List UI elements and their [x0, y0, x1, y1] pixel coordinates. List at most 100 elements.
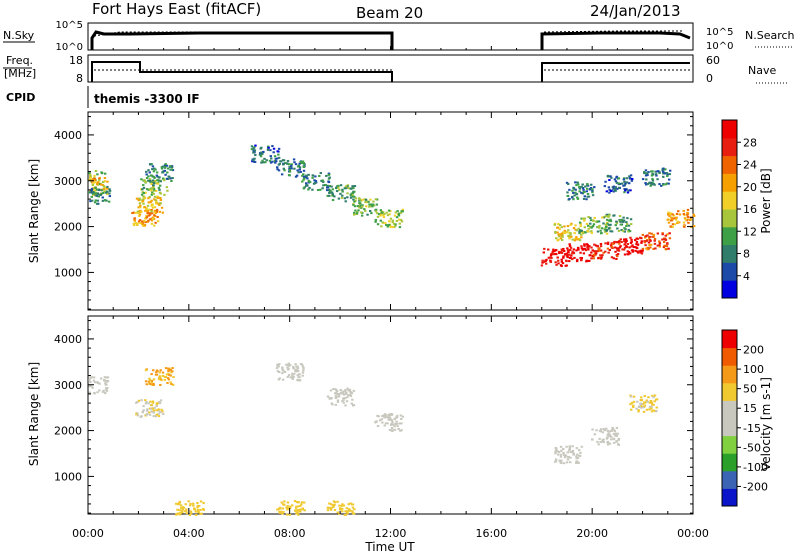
- data-cell: [569, 456, 572, 459]
- data-cell: [601, 216, 604, 219]
- data-cell: [159, 399, 163, 402]
- data-cell: [575, 457, 578, 460]
- data-cell: [142, 195, 145, 198]
- data-cell: [556, 256, 559, 259]
- data-cell: [597, 226, 600, 229]
- data-cell: [555, 249, 558, 252]
- data-cell: [560, 459, 563, 462]
- data-cell: [394, 223, 397, 226]
- data-cell: [152, 415, 155, 418]
- data-cell: [305, 176, 308, 179]
- data-cell: [288, 168, 292, 171]
- data-cell: [351, 192, 355, 195]
- data-cell: [386, 225, 389, 228]
- data-cell: [559, 453, 563, 456]
- data-cell: [554, 450, 557, 453]
- data-cell: [290, 163, 293, 166]
- data-cell: [294, 368, 297, 371]
- data-cell: [649, 400, 653, 403]
- data-cell: [562, 256, 565, 259]
- data-cell: [646, 182, 650, 185]
- data-cell: [296, 505, 300, 508]
- velocity-colorbar-segment: [722, 453, 737, 472]
- data-cell: [611, 428, 614, 431]
- data-cell: [135, 413, 138, 416]
- data-cell: [612, 190, 616, 193]
- data-cell: [619, 223, 623, 226]
- data-cell: [335, 186, 338, 189]
- data-cell: [103, 376, 107, 379]
- data-cell: [169, 374, 172, 377]
- data-cell: [344, 187, 347, 190]
- data-cell: [352, 512, 356, 515]
- data-cell: [152, 218, 156, 221]
- data-cell: [571, 451, 574, 454]
- data-cell: [137, 206, 140, 209]
- data-cell: [388, 213, 391, 216]
- data-cell: [147, 175, 150, 178]
- data-cell: [580, 245, 583, 248]
- data-cell: [590, 232, 593, 235]
- data-cell: [298, 166, 302, 169]
- data-cell: [589, 219, 593, 222]
- data-cell: [350, 509, 353, 512]
- data-cell: [147, 380, 151, 383]
- data-cell: [137, 199, 140, 202]
- data-cell: [597, 220, 601, 223]
- data-cell: [170, 382, 173, 385]
- data-cell: [302, 187, 306, 190]
- data-cell: [96, 202, 99, 205]
- data-cell: [622, 178, 626, 181]
- data-cell: [686, 215, 690, 218]
- data-cell: [610, 230, 614, 233]
- data-cell: [353, 190, 356, 193]
- data-cell: [372, 200, 375, 203]
- data-cell: [344, 513, 348, 516]
- data-cell: [555, 263, 558, 266]
- data-cell: [384, 422, 388, 425]
- data-cell: [108, 192, 111, 195]
- data-cell: [582, 252, 586, 255]
- data-cell: [177, 503, 180, 506]
- data-cell: [261, 152, 264, 155]
- data-cell: [580, 229, 583, 232]
- data-cell: [612, 428, 615, 431]
- data-cell: [351, 506, 355, 509]
- data-cell: [337, 186, 340, 189]
- data-cell: [277, 365, 280, 368]
- data-cell: [632, 400, 636, 403]
- data-cell: [357, 197, 361, 200]
- data-cell: [158, 375, 162, 378]
- data-cell: [156, 197, 159, 200]
- data-cell: [630, 179, 634, 182]
- data-cell: [652, 247, 655, 250]
- data-cell: [92, 179, 96, 182]
- data-cell: [622, 177, 626, 180]
- data-cell: [575, 455, 578, 458]
- data-cell: [297, 171, 300, 174]
- data-cell: [193, 507, 196, 510]
- data-cell: [137, 399, 141, 402]
- data-cell: [295, 505, 298, 508]
- data-cell: [144, 380, 148, 383]
- data-cell: [387, 414, 391, 417]
- data-cell: [580, 445, 584, 448]
- data-cell: [623, 240, 626, 243]
- data-cell: [282, 159, 286, 162]
- data-cell: [566, 451, 569, 454]
- data-cell: [258, 153, 262, 156]
- data-cell: [641, 249, 644, 252]
- data-cell: [313, 179, 316, 182]
- data-cell: [352, 198, 355, 201]
- data-cell: [351, 398, 354, 401]
- data-cell: [265, 159, 268, 162]
- data-cell: [299, 504, 302, 507]
- data-cell: [342, 397, 345, 400]
- data-cell: [672, 217, 675, 220]
- data-cell: [384, 414, 388, 417]
- data-cell: [374, 198, 378, 201]
- data-cell: [579, 225, 582, 228]
- data-cell: [596, 220, 599, 223]
- data-cell: [199, 500, 203, 503]
- data-cell: [259, 151, 263, 154]
